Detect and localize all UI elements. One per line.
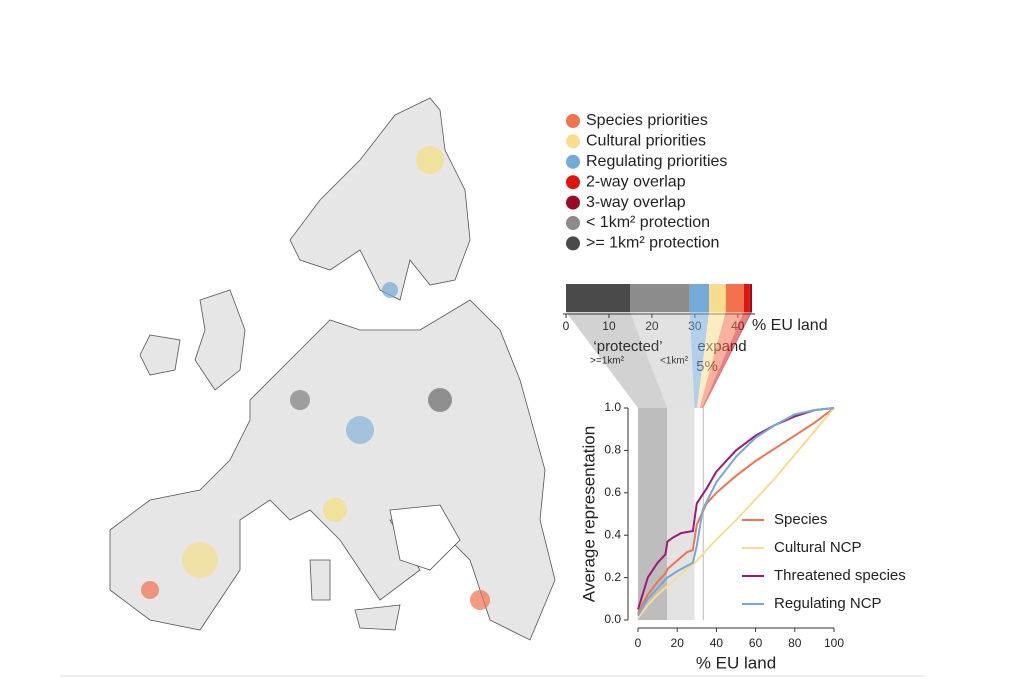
x-tick-label: 60 (749, 636, 763, 650)
legend-label: Regulating priorities (586, 153, 727, 170)
connector (702, 312, 752, 408)
connector (697, 312, 726, 408)
bar-segment (566, 284, 631, 312)
legend-swatch (566, 216, 580, 230)
x-tick-label: 10 (602, 319, 616, 333)
line-series (637, 407, 835, 619)
map-land (139, 334, 181, 376)
bar-segment (743, 284, 750, 312)
legend-label: Cultural NCP (774, 539, 862, 556)
legend-label: 2-way overlap (586, 173, 686, 190)
bar-segment (709, 284, 726, 312)
x-tick-label: 100 (824, 636, 844, 650)
connector (699, 312, 744, 408)
legend-swatch (566, 195, 580, 210)
map-patch (290, 390, 310, 410)
legend-swatch (566, 175, 580, 190)
map-patch (416, 146, 444, 174)
y-axis-label: Average representation (579, 426, 598, 602)
y-tick-label: 0.0 (604, 612, 621, 626)
map-land (354, 604, 401, 631)
connector (702, 312, 750, 408)
map (109, 97, 556, 641)
legend-label: Threatened species (774, 567, 906, 584)
legend-label: 3-way overlap (586, 194, 686, 211)
connector (630, 312, 695, 408)
line-series (637, 407, 835, 617)
map-land (389, 504, 461, 571)
legend-label: < 1km² protection (586, 214, 710, 231)
legend-label: Species priorities (586, 112, 708, 129)
annotation: >=1km² (590, 356, 625, 367)
x-axis-label: % EU land (696, 653, 776, 672)
x-axis-label: % EU land (752, 317, 828, 334)
legend-swatch (566, 154, 580, 169)
legend-swatch (566, 114, 580, 128)
legend-swatch (566, 236, 580, 251)
legend-label: >= 1km² protection (586, 235, 719, 252)
x-tick-label: 0 (563, 319, 570, 333)
bar-segment (689, 284, 710, 312)
bar-segment (725, 284, 744, 312)
y-tick-label: 0.2 (604, 570, 621, 584)
connector (689, 312, 710, 408)
map-land (109, 299, 556, 641)
map-patch (323, 498, 347, 522)
x-tick-label: 0 (635, 636, 642, 650)
y-tick-label: 0.8 (604, 443, 621, 457)
protected-region (667, 408, 695, 620)
annotation: <1km² (660, 356, 689, 367)
y-tick-label: 0.4 (604, 527, 621, 541)
map-patches (141, 146, 490, 610)
map-land (194, 289, 246, 391)
x-tick-label: 40 (710, 636, 724, 650)
map-land (289, 97, 471, 301)
line-series (637, 407, 835, 615)
legend-swatch (566, 134, 580, 149)
map-patch (428, 388, 452, 412)
legend-label: Species (774, 511, 827, 528)
connector (566, 312, 668, 408)
legend-label: Regulating NCP (774, 595, 882, 612)
map-patch (182, 542, 218, 578)
bar-segment (749, 284, 752, 312)
x-tick-label: 20 (645, 319, 659, 333)
map-patch (346, 416, 374, 444)
legend-label: Cultural priorities (586, 133, 706, 150)
map-patch (382, 282, 398, 298)
bar-segment (630, 284, 690, 312)
x-tick-label: 80 (788, 636, 802, 650)
map-patch (141, 581, 159, 599)
map-patch (470, 590, 490, 610)
map-land (309, 559, 331, 601)
y-tick-label: 0.6 (604, 485, 621, 499)
protected-region (638, 408, 668, 620)
annotation: ‘protected’ (593, 338, 662, 355)
x-tick-label: 20 (671, 636, 685, 650)
y-tick-label: 1.0 (604, 400, 621, 414)
